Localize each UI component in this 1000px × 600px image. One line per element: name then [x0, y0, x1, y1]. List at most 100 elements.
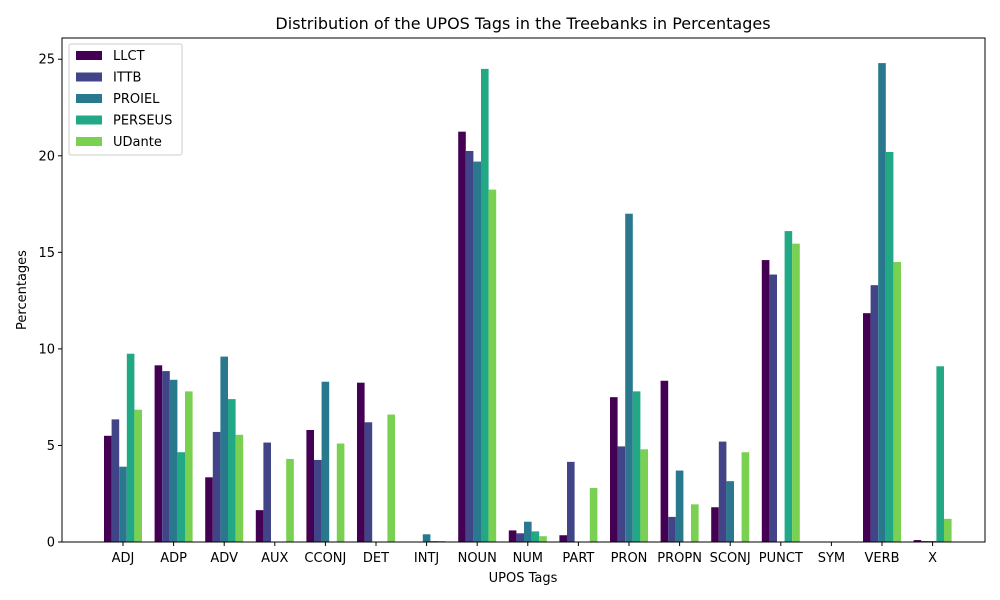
legend-label-llct: LLCT	[113, 49, 145, 64]
bar-proiel-adv	[220, 356, 228, 542]
bar-proiel-verb	[878, 63, 886, 542]
y-axis-label: Percentages	[15, 250, 30, 330]
bar-proiel-adj	[119, 466, 127, 542]
bar-perseus-punct	[784, 231, 793, 542]
y-axis: 0 5 10 15 20 25	[38, 53, 62, 551]
x-tick-label-sym: SYM	[818, 551, 845, 566]
x-tick-label-det: DET	[363, 551, 389, 566]
bar-proiel-propn	[675, 470, 684, 542]
bar-proiel-cconj	[321, 381, 330, 542]
bar-ittb-adj	[111, 419, 120, 542]
bar-llct-x	[913, 540, 922, 542]
bar-perseus-adj	[126, 353, 135, 542]
bar-proiel-pron	[625, 213, 633, 542]
bar-ittb-verb	[870, 285, 879, 542]
x-tick-label-sconj: SCONJ	[710, 551, 751, 566]
bar-udante-punct	[792, 243, 800, 542]
legend-swatch-udante	[76, 137, 102, 146]
bar-udante-propn	[691, 504, 699, 542]
x-tick-label-cconj: CCONJ	[304, 551, 346, 566]
bar-udante-sconj	[741, 452, 750, 542]
bar-ittb-punct	[769, 274, 777, 542]
x-tick-label-pron: PRON	[611, 551, 648, 566]
bar-llct-noun	[458, 131, 466, 542]
bar-ittb-det	[364, 422, 373, 542]
bar-llct-aux	[255, 510, 264, 542]
plot-area-frame	[61, 37, 986, 543]
bar-udante-aux	[286, 458, 294, 542]
bar-llct-part	[559, 535, 567, 542]
bar-perseus-pron	[632, 391, 641, 542]
bar-proiel-sconj	[726, 481, 734, 542]
bar-udante-adv	[235, 434, 244, 542]
bar-ittb-num	[516, 533, 524, 542]
legend-box	[68, 43, 183, 156]
x-tick-label-part: PART	[562, 551, 594, 566]
bar-udante-cconj	[336, 443, 345, 542]
bar-udante-adj	[134, 409, 142, 542]
bar-ittb-aux	[263, 442, 271, 542]
bar-perseus-x	[936, 366, 944, 542]
y-tick-label: 5	[47, 439, 55, 454]
bar-ittb-sconj	[718, 441, 727, 542]
chart-title: Distribution of the UPOS Tags in the Tre…	[275, 14, 770, 33]
y-tick-label: 20	[38, 149, 55, 164]
x-tick-label-num: NUM	[513, 551, 543, 566]
legend: LLCT ITTB PROIEL PERSEUS UDante	[68, 43, 183, 156]
y-tick-label: 10	[38, 342, 55, 357]
bar-perseus-num	[531, 531, 540, 542]
bar-udante-adp	[185, 391, 193, 542]
bar-udante-x	[944, 518, 952, 542]
bars-group	[104, 63, 952, 543]
bar-llct-pron	[610, 397, 618, 542]
bar-udante-pron	[640, 449, 648, 542]
x-tick-label-adj: ADJ	[112, 551, 135, 566]
x-tick-label-adp: ADP	[160, 551, 187, 566]
x-tick-label-x: X	[928, 551, 937, 566]
legend-label-ittb: ITTB	[113, 71, 141, 86]
bar-udante-verb	[893, 262, 901, 542]
bar-proiel-noun	[473, 161, 481, 542]
bar-llct-adj	[104, 435, 112, 542]
x-tick-label-noun: NOUN	[458, 551, 497, 566]
bar-ittb-part	[567, 461, 575, 542]
bar-perseus-verb	[885, 151, 894, 542]
bar-ittb-pron	[617, 446, 626, 542]
x-tick-label-adv: ADV	[210, 551, 238, 566]
bar-ittb-cconj	[314, 459, 322, 542]
y-tick-label: 0	[47, 536, 55, 551]
bar-llct-adv	[205, 477, 213, 542]
x-axis-label: UPOS Tags	[489, 571, 558, 586]
bar-perseus-noun	[481, 68, 489, 543]
y-tick-label: 25	[38, 53, 55, 68]
x-axis: ADJ ADP ADV AUX CCONJ DET INTJ NOUN NUM PART PRON P…	[112, 542, 937, 566]
legend-label-udante: UDante	[113, 135, 162, 150]
bar-proiel-intj	[422, 534, 431, 542]
bar-llct-det	[357, 382, 365, 542]
legend-swatch-proiel	[76, 94, 102, 103]
bar-ittb-noun	[465, 150, 474, 542]
y-tick-label: 15	[38, 246, 55, 261]
bar-perseus-adp	[177, 452, 185, 542]
bar-ittb-propn	[668, 516, 676, 542]
bar-llct-sconj	[711, 507, 719, 542]
legend-swatch-llct	[76, 51, 102, 60]
bar-perseus-adv	[228, 399, 236, 542]
bar-llct-propn	[660, 380, 669, 542]
bar-llct-num	[508, 530, 517, 542]
bar-llct-verb	[863, 313, 871, 542]
legend-swatch-perseus	[76, 115, 102, 125]
bar-udante-num	[539, 536, 547, 542]
x-tick-label-intj: INTJ	[414, 551, 439, 566]
x-tick-label-propn: PROPN	[657, 551, 702, 566]
bar-ittb-adv	[212, 431, 221, 542]
bar-llct-cconj	[306, 430, 314, 542]
x-tick-label-aux: AUX	[261, 551, 288, 566]
bar-udante-det	[387, 414, 395, 542]
bar-llct-punct	[761, 260, 770, 542]
bar-llct-adp	[154, 365, 163, 542]
x-tick-label-verb: VERB	[864, 551, 899, 566]
legend-label-perseus: PERSEUS	[113, 114, 172, 129]
bar-udante-noun	[488, 189, 497, 542]
